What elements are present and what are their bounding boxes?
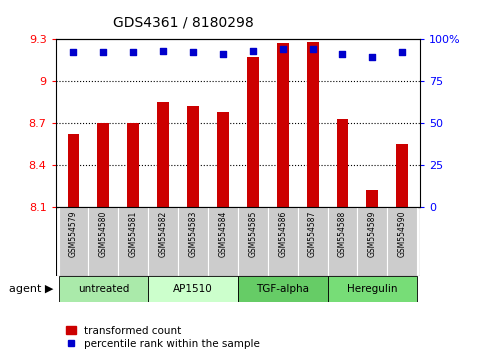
Bar <box>268 207 298 276</box>
Point <box>249 48 256 53</box>
Text: GSM554585: GSM554585 <box>248 211 257 257</box>
Text: agent ▶: agent ▶ <box>9 284 53 294</box>
Point <box>398 50 406 55</box>
Legend: transformed count, percentile rank within the sample: transformed count, percentile rank withi… <box>66 326 260 349</box>
Bar <box>357 207 387 276</box>
Point <box>339 51 346 57</box>
Bar <box>98 123 109 207</box>
Bar <box>58 276 148 302</box>
Bar <box>217 112 229 207</box>
Bar <box>238 207 268 276</box>
Point <box>159 48 167 53</box>
Bar <box>208 207 238 276</box>
Text: GSM554587: GSM554587 <box>308 211 317 257</box>
Text: untreated: untreated <box>78 284 129 294</box>
Text: GSM554582: GSM554582 <box>158 211 168 257</box>
Point <box>219 51 227 57</box>
Text: TGF-alpha: TGF-alpha <box>256 284 309 294</box>
Point <box>309 46 316 52</box>
Bar <box>148 276 238 302</box>
Bar <box>187 106 199 207</box>
Bar <box>367 190 378 207</box>
Bar <box>88 207 118 276</box>
Bar <box>396 144 408 207</box>
Bar <box>247 57 259 207</box>
Bar <box>157 102 169 207</box>
Text: GSM554588: GSM554588 <box>338 211 347 257</box>
Bar <box>238 276 327 302</box>
Text: GSM554586: GSM554586 <box>278 211 287 257</box>
Text: AP1510: AP1510 <box>173 284 213 294</box>
Bar <box>327 207 357 276</box>
Text: GDS4361 / 8180298: GDS4361 / 8180298 <box>113 16 254 30</box>
Text: GSM554581: GSM554581 <box>129 211 138 257</box>
Text: GSM554583: GSM554583 <box>188 211 198 257</box>
Point <box>129 50 137 55</box>
Point <box>369 55 376 60</box>
Point <box>70 50 77 55</box>
Point <box>189 50 197 55</box>
Bar <box>307 42 319 207</box>
Text: GSM554579: GSM554579 <box>69 211 78 257</box>
Text: GSM554584: GSM554584 <box>218 211 227 257</box>
Bar <box>327 276 417 302</box>
Point <box>279 46 286 52</box>
Text: Heregulin: Heregulin <box>347 284 398 294</box>
Bar <box>298 207 327 276</box>
Text: GSM554589: GSM554589 <box>368 211 377 257</box>
Bar <box>178 207 208 276</box>
Bar <box>148 207 178 276</box>
Bar <box>58 207 88 276</box>
Bar <box>128 123 139 207</box>
Bar <box>68 134 80 207</box>
Bar <box>277 43 289 207</box>
Bar <box>337 119 348 207</box>
Text: GSM554580: GSM554580 <box>99 211 108 257</box>
Bar <box>118 207 148 276</box>
Point <box>99 50 107 55</box>
Text: GSM554590: GSM554590 <box>398 211 407 257</box>
Bar <box>387 207 417 276</box>
